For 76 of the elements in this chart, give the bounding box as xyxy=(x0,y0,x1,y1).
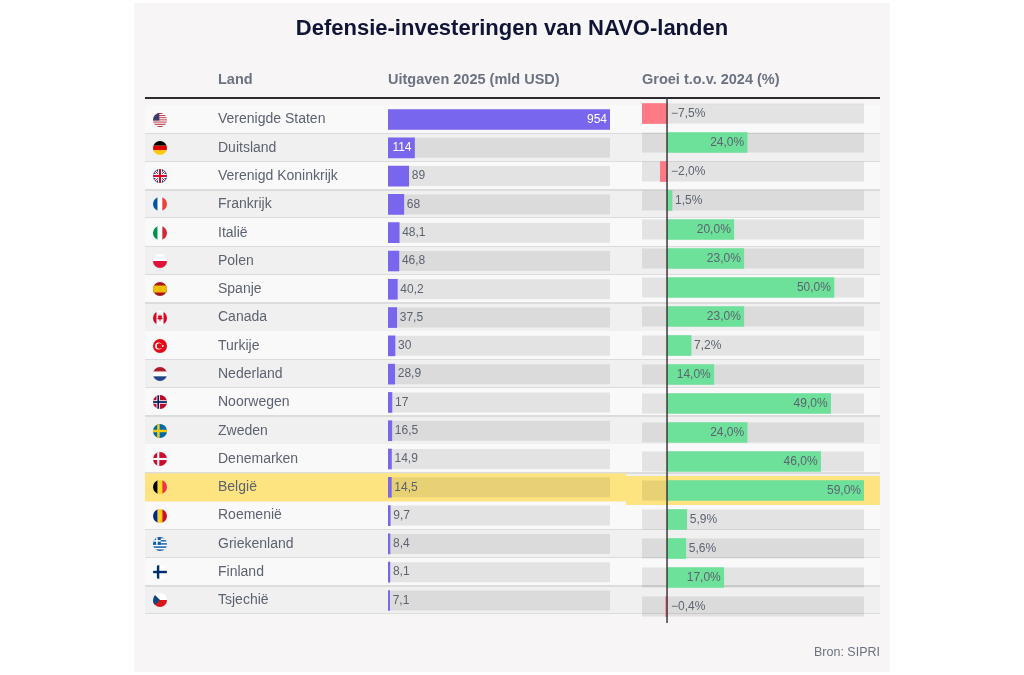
data-label: 8,4 xyxy=(392,536,410,551)
data-label: 8,1 xyxy=(392,564,410,579)
bar xyxy=(666,335,692,356)
data-label: 37,5 xyxy=(399,309,424,324)
bar xyxy=(666,509,688,530)
data-label: 23,0% xyxy=(706,308,742,323)
y-tick-label: Verenigde Staten xyxy=(218,110,326,127)
bar xyxy=(388,363,396,385)
data-label: 40,2 xyxy=(400,281,425,296)
data-label: 14,0% xyxy=(676,366,712,381)
data-label: 17 xyxy=(394,394,409,409)
bar xyxy=(388,278,398,300)
bar xyxy=(666,538,687,559)
data-label: 46,0% xyxy=(783,453,818,468)
y-tick-label: Turkije xyxy=(218,336,260,353)
bar xyxy=(388,335,396,357)
y-tick-label: Polen xyxy=(218,251,254,268)
data-label: 954 xyxy=(586,111,608,126)
y-tick-label: Duitsland xyxy=(218,138,277,155)
data-label: 20,0% xyxy=(696,221,732,236)
y-tick-label: Tsjechië xyxy=(218,591,269,608)
data-label: 68 xyxy=(406,196,421,211)
y-tick-label: België xyxy=(218,478,258,495)
data-label: 7,1 xyxy=(392,592,410,607)
y-tick-label: Finland xyxy=(218,563,264,580)
data-label: 5,6% xyxy=(688,540,717,555)
x-axis-title: Uitgaven 2025 (mld USD) xyxy=(388,70,560,88)
data-label: 24,0% xyxy=(710,424,745,439)
data-label: 49,0% xyxy=(793,395,828,410)
y-tick-label: Griekenland xyxy=(218,534,294,551)
data-label: −2,0% xyxy=(671,163,706,178)
y-tick-label: Roemenië xyxy=(218,506,283,523)
y-tick-label: Verenigd Koninkrijk xyxy=(218,166,339,183)
bar xyxy=(388,392,393,413)
y-tick-label: Denemarken xyxy=(218,449,299,466)
bar xyxy=(388,505,391,526)
y-axis-title: Land xyxy=(218,70,253,88)
text: Bron: SIPRI xyxy=(814,644,880,660)
bar xyxy=(388,250,400,272)
data-label: 50,0% xyxy=(796,279,832,294)
data-label: 17,0% xyxy=(686,569,722,584)
y-tick-label: Nederland xyxy=(218,365,283,381)
data-label: −7,5% xyxy=(671,105,706,120)
data-label: 114 xyxy=(392,140,412,155)
data-label: 30 xyxy=(397,338,412,353)
x-axis-title: Groei t.o.v. 2024 (%) xyxy=(642,70,780,88)
data-label: 7,2% xyxy=(694,337,722,352)
data-label: 14,5 xyxy=(394,479,419,494)
data-label: 59,0% xyxy=(826,482,862,497)
bar xyxy=(388,165,410,187)
data-label: 23,0% xyxy=(706,250,742,265)
y-tick-label: Noorwegen xyxy=(218,393,290,410)
data-label: 14,9 xyxy=(394,451,419,466)
chart-title: Defensie-investeringen van NAVO-landen xyxy=(294,14,730,42)
data-label: 89 xyxy=(411,168,426,183)
bar xyxy=(388,307,398,328)
data-label: 28,9 xyxy=(397,366,422,381)
y-tick-label: Canada xyxy=(218,308,268,325)
data-label: 5,9% xyxy=(689,511,718,526)
data-label: 48,1 xyxy=(402,225,426,240)
bar xyxy=(388,222,400,244)
y-tick-label: Frankrijk xyxy=(218,195,273,212)
y-tick-label: Zweden xyxy=(218,421,268,438)
data-label: 9,7 xyxy=(393,507,411,522)
bar xyxy=(642,103,668,124)
bar xyxy=(388,194,405,215)
y-tick-label: Italië xyxy=(218,223,248,240)
data-label: 1,5% xyxy=(675,192,703,207)
data-label: 46,8 xyxy=(401,253,426,268)
bar xyxy=(388,476,392,498)
bar xyxy=(388,420,393,442)
y-tick-label: Spanje xyxy=(218,280,262,297)
data-label: 16,5 xyxy=(394,423,419,438)
bar xyxy=(388,448,392,470)
data-label: −0,4% xyxy=(671,598,706,613)
data-label: 24,0% xyxy=(710,134,745,149)
